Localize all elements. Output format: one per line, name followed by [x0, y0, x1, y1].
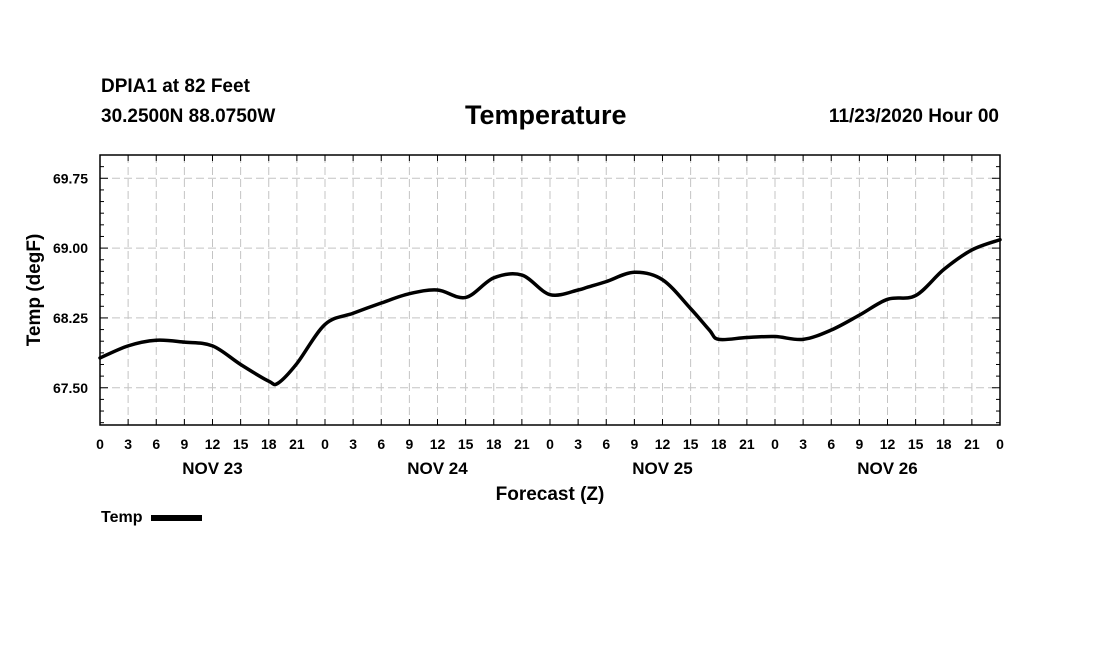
- legend-line-swatch: [151, 515, 203, 521]
- x-tick-label: 3: [124, 436, 132, 452]
- x-tick-label: 15: [908, 436, 924, 452]
- x-axis-ticks: 0 3 6 9 12 15 18 21 0 3 6 9 12 15 18 21 0 3 6 9 12 15 18 21 0 3 6 9…: [96, 155, 1004, 452]
- day-label: NOV 25: [632, 459, 692, 478]
- y-tick-label: 69.75: [53, 170, 88, 186]
- x-axis-day-labels: NOV 23 NOV 24 NOV 25 NOV 26: [182, 459, 917, 478]
- y-tick-label: 68.25: [53, 310, 88, 326]
- forecast-datetime: 11/23/2020 Hour 00: [828, 106, 999, 127]
- x-tick-label: 3: [799, 436, 807, 452]
- x-tick-label: 9: [180, 436, 188, 452]
- x-tick-label: 21: [964, 436, 980, 452]
- x-tick-label: 3: [574, 436, 582, 452]
- x-tick-label: 0: [321, 436, 329, 452]
- x-tick-label: 0: [546, 436, 554, 452]
- x-tick-label: 15: [233, 436, 249, 452]
- day-label: NOV 26: [857, 459, 917, 478]
- x-tick-label: 0: [771, 436, 779, 452]
- x-tick-label: 0: [996, 436, 1004, 452]
- x-tick-label: 21: [739, 436, 755, 452]
- x-tick-label: 6: [827, 436, 835, 452]
- x-tick-label: 21: [289, 436, 305, 452]
- x-tick-label: 15: [683, 436, 699, 452]
- x-axis-label: Forecast (Z): [496, 484, 605, 505]
- legend-label: Temp: [101, 509, 143, 526]
- x-tick-label: 9: [630, 436, 638, 452]
- y-axis-ticks: 67.50 68.25 69.00 69.75: [53, 170, 88, 395]
- x-tick-label: 9: [405, 436, 413, 452]
- x-tick-label: 12: [655, 436, 671, 452]
- y-axis-label: Temp (degF): [24, 234, 45, 347]
- plot-frame: [99, 154, 1001, 426]
- grid-lines: [100, 155, 1000, 425]
- x-tick-label: 12: [205, 436, 221, 452]
- x-tick-label: 6: [602, 436, 610, 452]
- x-tick-label: 9: [855, 436, 863, 452]
- temp-series-line: [98, 237, 1002, 387]
- x-tick-label: 18: [711, 436, 727, 452]
- x-tick-label: 18: [261, 436, 277, 452]
- x-tick-label: 18: [486, 436, 502, 452]
- x-tick-label: 15: [458, 436, 474, 452]
- station-coordinates: 30.2500N 88.0750W: [101, 106, 276, 127]
- y-tick-label: 67.50: [53, 380, 88, 396]
- series-group: [98, 237, 1002, 387]
- x-tick-label: 18: [936, 436, 952, 452]
- day-label: NOV 23: [182, 459, 242, 478]
- x-tick-label: 0: [96, 436, 104, 452]
- x-tick-label: 12: [430, 436, 446, 452]
- x-tick-label: 6: [377, 436, 385, 452]
- y-tick-label: 69.00: [53, 240, 88, 256]
- x-tick-label: 3: [349, 436, 357, 452]
- chart-title: Temperature: [465, 100, 627, 130]
- day-label: NOV 24: [407, 459, 468, 478]
- x-tick-label: 21: [514, 436, 530, 452]
- station-name: DPIA1 at 82 Feet: [101, 76, 250, 97]
- x-tick-label: 12: [880, 436, 896, 452]
- x-tick-label: 6: [152, 436, 160, 452]
- legend: Temp: [101, 509, 203, 527]
